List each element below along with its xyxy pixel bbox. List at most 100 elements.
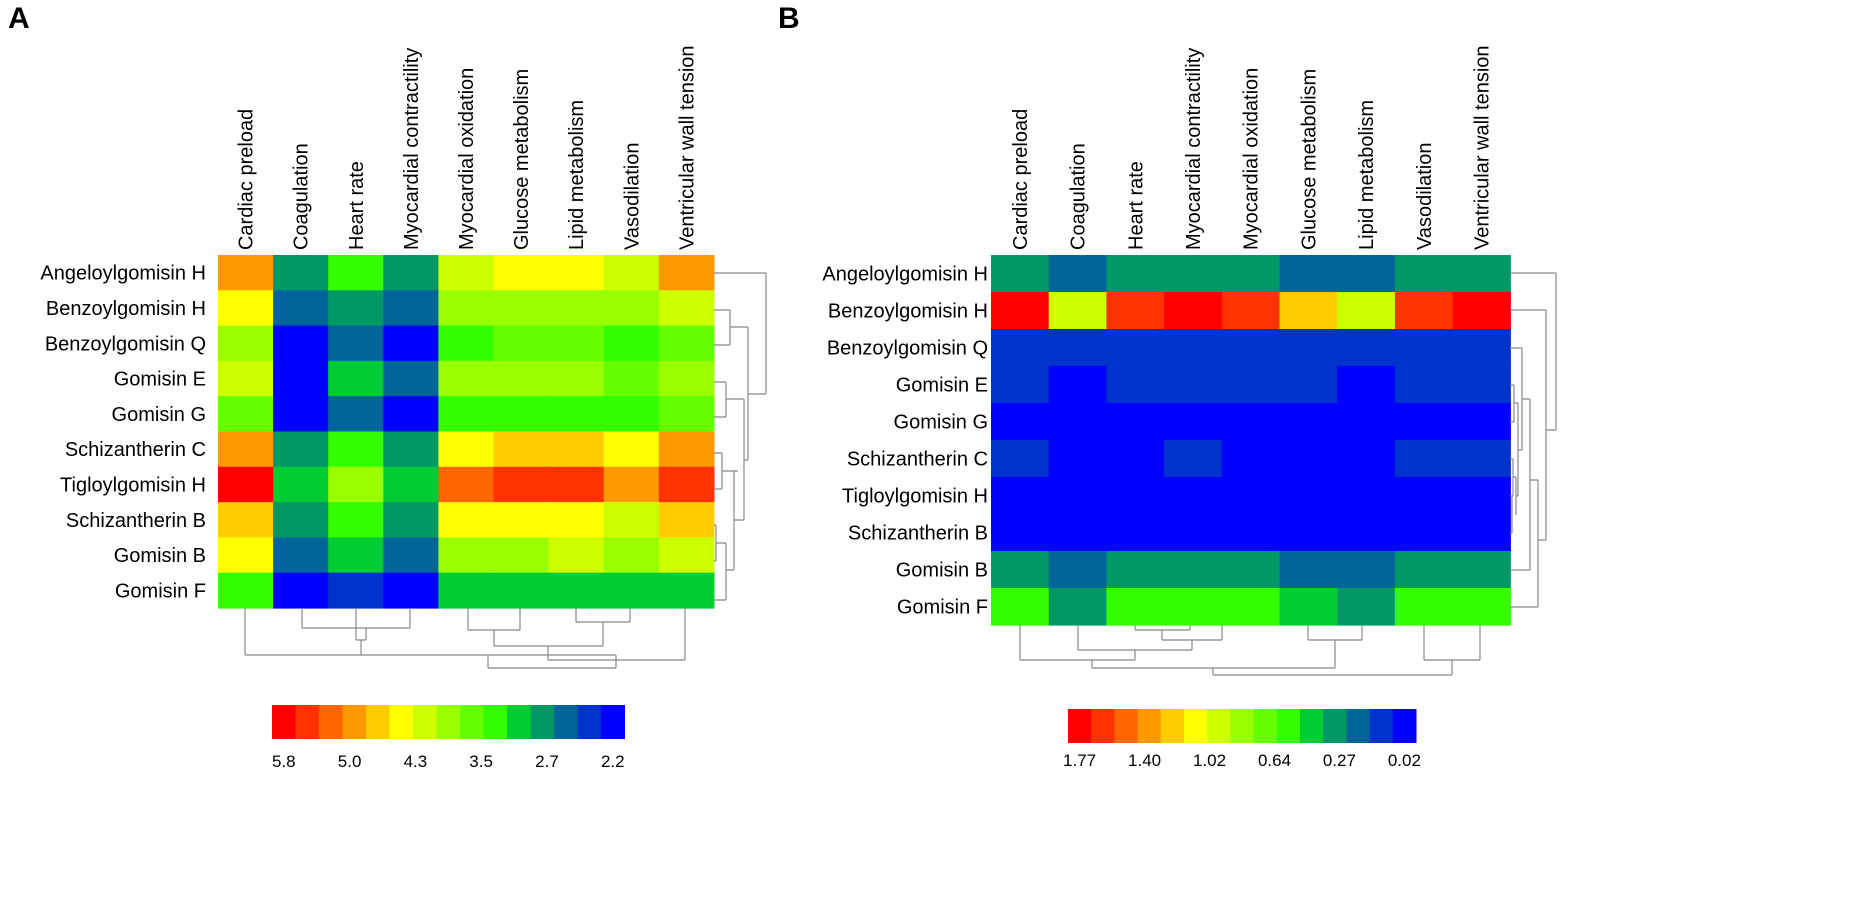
panel-a-cell-r5-c7: [603, 431, 660, 468]
panel-a-cell-r0-c4: [438, 255, 495, 291]
panel-b-cell-r0-c0: [991, 255, 1050, 293]
panel-b-cell-r8-c0: [991, 551, 1050, 589]
panel-b-cell-r2-c4: [1221, 329, 1281, 367]
panel-a-cell-r0-c0: [218, 255, 274, 291]
panel-a-cell-r3-c0: [218, 360, 274, 397]
panel-a-cell-r9-c0: [218, 572, 274, 609]
panel-a-legend-swatch: [295, 705, 320, 739]
panel-a-legend-swatch: [601, 705, 625, 739]
panel-a-legend-label: 5.8: [272, 752, 296, 771]
panel-a-legend-swatch: [389, 705, 414, 739]
panel-a-cell-r2-c4: [438, 325, 495, 362]
panel-a-cell-r9-c5: [493, 572, 550, 609]
panel-b-cell-r1-c0: [991, 292, 1050, 330]
panel-b-cell-r8-c7: [1394, 551, 1454, 589]
panel-b-legend-swatch: [1346, 709, 1371, 743]
panel-b-legend-swatch: [1207, 709, 1231, 743]
panel-a-cell-r8-c2: [328, 537, 384, 574]
panel-b-cell-r2-c0: [991, 329, 1050, 367]
panel-b-cell-r5-c2: [1106, 440, 1165, 478]
panel-b-row-dendrogram: [1510, 272, 1557, 608]
panel-a-cell-r3-c2: [328, 360, 384, 397]
panel-a-row-label: Gomisin E: [114, 369, 206, 391]
panel-a-cell-r7-c1: [273, 502, 329, 538]
panel-a-cell-r8-c7: [603, 537, 660, 574]
panel-b-cell-r9-c5: [1279, 588, 1338, 626]
panel-a-cell-r3-c6: [548, 360, 605, 397]
panel-b-cell-r3-c3: [1164, 366, 1223, 404]
panel-b-cell-r3-c0: [991, 366, 1050, 404]
panel-b-cell-r4-c3: [1164, 403, 1223, 441]
panel-a-column-label: Myocardial oxidation: [456, 68, 478, 250]
panel-b-cell-r7-c1: [1048, 514, 1107, 552]
panel-b-cell-r5-c3: [1164, 440, 1223, 478]
panel-b-legend-labels: 1.77 1.40 1.02 0.64 0.27 0.02: [1063, 751, 1421, 770]
panel-a-cell-r8-c0: [218, 537, 274, 574]
panel-a-legend-label: 5.0: [338, 752, 362, 771]
panel-b-row-label: Angeloylgomisin H: [822, 264, 988, 286]
panel-a-cell-r5-c4: [438, 431, 495, 468]
panel-b-cell-r8-c5: [1279, 551, 1338, 589]
panel-a-letter: A: [8, 2, 30, 35]
panel-b-cell-r0-c4: [1221, 255, 1281, 293]
panel-b-cell-r5-c0: [991, 440, 1050, 478]
panel-a-cell-r4-c1: [273, 396, 329, 433]
panel-b-cell-r3-c5: [1279, 366, 1338, 404]
panel-b-cell-r1-c7: [1394, 292, 1454, 330]
panel-b-cell-r1-c1: [1048, 292, 1107, 330]
panel-b-row-labels: Angeloylgomisin H Benzoylgomisin H Benzoyl…: [822, 264, 988, 619]
panel-a-column-label: Ventricular wall tension: [676, 45, 698, 250]
panel-b-cell-r9-c2: [1106, 588, 1165, 626]
panel-b-column-label: Ventricular wall tension: [1471, 45, 1493, 250]
panel-a-row-label: Angeloylgomisin H: [40, 263, 206, 285]
panel-a-cell-r4-c7: [603, 396, 660, 433]
panel-a-cell-r9-c4: [438, 572, 495, 609]
panel-b-cell-r9-c0: [991, 588, 1050, 626]
panel-b-cell-r4-c7: [1394, 403, 1454, 441]
panel-b-cell-r7-c3: [1164, 514, 1223, 552]
panel-b-cell-r2-c1: [1048, 329, 1107, 367]
panel-b-cell-r2-c3: [1164, 329, 1223, 367]
panel-b-cell-r4-c6: [1337, 403, 1396, 441]
panel-a-row-label: Gomisin B: [114, 545, 206, 567]
panel-a-cell-r2-c6: [548, 325, 605, 362]
panel-a-cell-r8-c4: [438, 537, 495, 574]
panel-a-column-label: Coagulation: [291, 143, 313, 250]
panel-a-cell-r1-c8: [658, 290, 715, 327]
panel-a-legend-labels: 5.8 5.0 4.3 3.5 2.7 2.2: [272, 752, 625, 771]
panel-b-cell-r1-c4: [1221, 292, 1281, 330]
panel-a-cell-r5-c2: [328, 431, 384, 468]
panel-b-cell-r8-c3: [1164, 551, 1223, 589]
panel-b: B Cardiac preload Coagulation Heart rate My…: [778, 2, 1557, 770]
panel-a-legend-swatch: [483, 705, 508, 739]
panel-b-cell-r6-c5: [1279, 477, 1338, 515]
panel-b-color-legend: [1068, 709, 1417, 743]
panel-b-cell-r2-c5: [1279, 329, 1338, 367]
panel-a-cell-r6-c7: [603, 466, 660, 503]
panel-b-cell-r6-c6: [1337, 477, 1396, 515]
panel-a-cell-r6-c1: [273, 466, 329, 503]
panel-a-cell-r2-c2: [328, 325, 384, 362]
panel-a-column-label: Cardiac preload: [236, 109, 258, 250]
panel-a-cell-r0-c5: [493, 255, 550, 291]
panel-b-cell-r5-c1: [1048, 440, 1107, 478]
panel-b-cell-r1-c6: [1337, 292, 1396, 330]
panel-b-cell-r8-c6: [1337, 551, 1396, 589]
panel-a-color-legend: [272, 705, 625, 739]
panel-a-cell-r1-c1: [273, 290, 329, 327]
panel-b-column-label: Vasodilation: [1414, 143, 1436, 250]
panel-a-cell-r0-c6: [548, 255, 605, 291]
panel-b-column-label: Heart rate: [1125, 161, 1147, 250]
panel-b-cell-r6-c1: [1048, 477, 1107, 515]
panel-b-column-label: Glucose metabolism: [1298, 69, 1320, 250]
panel-a-cell-r6-c0: [218, 466, 274, 503]
panel-a-row-label: Schizantherin C: [65, 439, 206, 461]
panel-b-cell-r4-c4: [1221, 403, 1281, 441]
panel-a-cell-r5-c0: [218, 431, 274, 468]
panel-a-row-label: Gomisin G: [112, 404, 206, 426]
panel-b-cell-r0-c5: [1279, 255, 1338, 293]
panel-a-row-label: Benzoylgomisin Q: [45, 333, 206, 355]
panel-b-cell-r4-c5: [1279, 403, 1338, 441]
panel-b-cell-r9-c4: [1221, 588, 1281, 626]
panel-a-column-dendrogram: [244, 608, 686, 669]
